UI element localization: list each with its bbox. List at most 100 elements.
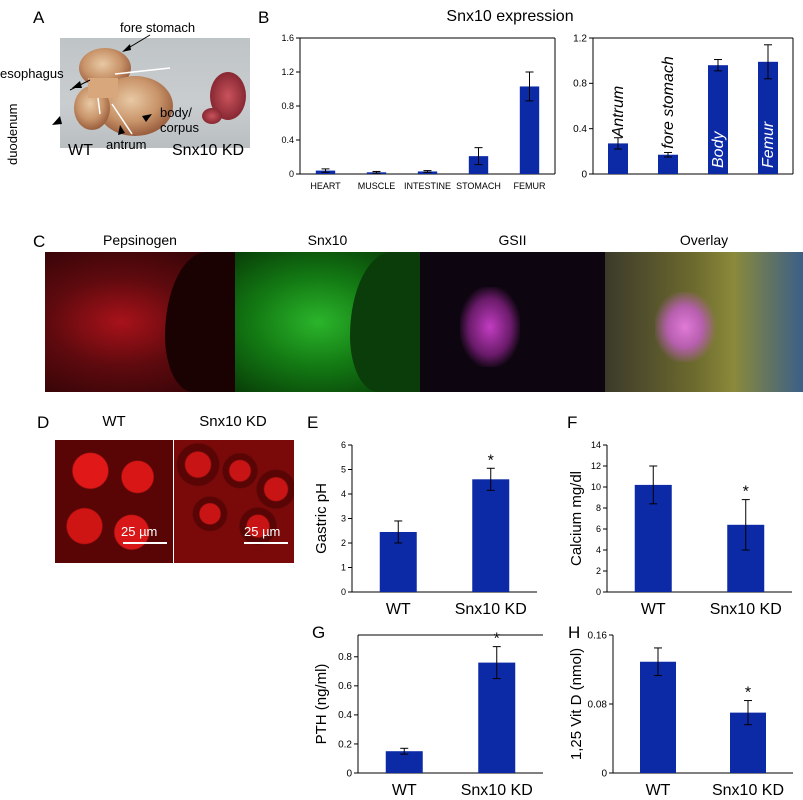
y-tick-label: 0 xyxy=(581,169,587,180)
chart-snx10-regions: 0 0.4 0.8 1.2 Antrum fore stomach Body Femur xyxy=(573,33,794,180)
micrograph-wt-cells: 25 µm xyxy=(55,440,173,563)
micrograph-snx10 xyxy=(235,252,420,392)
y-tick-label: 0.08 xyxy=(588,699,608,710)
significance-marker: * xyxy=(488,452,494,469)
stain-title-gsii: GSII xyxy=(498,232,527,248)
bar xyxy=(658,154,678,174)
category-label: INTESTINE xyxy=(404,181,451,191)
stomach-photo xyxy=(60,38,250,148)
y-tick-label: 0 xyxy=(346,768,352,779)
label-antrum: antrum xyxy=(106,137,147,152)
label-esophagus: esophagus xyxy=(0,66,64,81)
y-tick-label: 0 xyxy=(601,768,607,779)
y-tick-label: 14 xyxy=(591,440,601,450)
panel-letter-e: E xyxy=(307,413,319,432)
y-tick-label: 0 xyxy=(341,587,346,597)
category-label: Snx10 KD xyxy=(455,601,527,618)
micrograph-kd-cells: 25 µm xyxy=(174,440,294,563)
panel-letter-b: B xyxy=(258,8,270,27)
scale-label-wt: 25 µm xyxy=(121,524,158,539)
panel-letter-g: G xyxy=(312,623,326,642)
category-label: Snx10 KD xyxy=(461,782,533,799)
panel-letter-c: C xyxy=(33,232,46,251)
category-label: Femur xyxy=(760,121,777,168)
label-duodenum: duodenum xyxy=(5,103,20,165)
label-wt-photo: WT xyxy=(68,142,93,159)
y-tick-label: 5 xyxy=(341,465,346,475)
category-label: HEART xyxy=(310,181,341,191)
scale-bar-wt xyxy=(123,542,167,544)
scale-bar-kd xyxy=(244,542,288,544)
chart-vitd: 0 0.08 0.16 WT * Snx10 KD 1,25 Vit D (nmol) xyxy=(568,630,793,799)
arrowhead-duodenum xyxy=(52,116,62,125)
y-tick-label: 6 xyxy=(341,440,346,450)
y-tick-label: 10 xyxy=(591,482,601,492)
bar xyxy=(385,751,423,773)
chart-pth: 0 0.2 0.4 0.6 0.8 WT * Snx10 KD PTH (ng/ml) xyxy=(313,631,543,799)
stain-title-snx10: Snx10 xyxy=(307,232,348,248)
arrowhead-antrum xyxy=(118,125,125,135)
micrograph-gsii xyxy=(420,252,605,392)
y-tick-label: 0.8 xyxy=(338,652,352,663)
y-axis-label: Gastric pH xyxy=(313,483,330,554)
stain-title-pepsinogen: Pepsinogen xyxy=(103,232,177,248)
y-tick-label: 0.8 xyxy=(281,101,294,111)
y-tick-label: 6 xyxy=(596,524,601,534)
category-label: Snx10 KD xyxy=(712,782,784,799)
y-tick-label: 1.2 xyxy=(281,67,294,77)
y-tick-label: 0.8 xyxy=(573,79,587,90)
category-label: WT xyxy=(386,601,411,618)
y-tick-label: 3 xyxy=(341,514,346,524)
bar xyxy=(519,86,540,174)
bar xyxy=(758,61,778,174)
y-tick-label: 1.2 xyxy=(573,33,587,44)
panel-b-title: Snx10 expression xyxy=(446,8,574,25)
chart-snx10-tissues: 0 0.4 0.8 1.2 1.6 HEART MUSCLE INTESTINE STOMACH… xyxy=(281,33,556,191)
label-corpus: corpus xyxy=(160,120,200,135)
panel-letter-h: H xyxy=(568,623,581,642)
y-tick-label: 1.6 xyxy=(281,33,294,43)
category-label: WT xyxy=(646,782,671,799)
bar xyxy=(478,662,516,773)
category-label: WT xyxy=(392,782,417,799)
arrowhead-esophagus xyxy=(72,81,82,88)
category-label: FEMUR xyxy=(514,181,546,191)
category-label: MUSCLE xyxy=(358,181,396,191)
label-body: body/ xyxy=(160,105,192,120)
bar xyxy=(472,479,510,592)
y-tick-label: 4 xyxy=(341,489,346,499)
y-tick-label: 2 xyxy=(341,538,346,548)
stain-title-overlay: Overlay xyxy=(679,232,729,248)
category-label: Snx10 KD xyxy=(710,601,782,618)
y-tick-label: 0.4 xyxy=(281,135,294,145)
arrowhead-body xyxy=(142,114,152,122)
stomach-photo-art xyxy=(74,48,246,136)
y-tick-label: 0 xyxy=(596,587,601,597)
category-label: Body xyxy=(710,131,727,168)
panel-a-arrows xyxy=(52,34,152,135)
panel-letter-f: F xyxy=(567,413,578,432)
bar xyxy=(608,143,628,174)
y-axis-label: PTH (ng/ml) xyxy=(313,664,330,745)
y-tick-label: 0.4 xyxy=(573,124,587,135)
category-label: Antrum xyxy=(610,86,627,139)
panel-letter-d: D xyxy=(37,413,50,432)
arrowhead-fore-stomach xyxy=(122,44,131,52)
y-axis-label: Calcium mg/dl xyxy=(568,471,585,566)
category-label: fore stomach xyxy=(660,56,677,149)
micrograph-overlay xyxy=(605,252,803,392)
scale-label-kd: 25 µm xyxy=(244,524,281,539)
significance-marker: * xyxy=(743,484,749,501)
y-tick-label: 12 xyxy=(591,461,601,471)
micrograph-pepsinogen xyxy=(45,252,235,392)
bar xyxy=(640,661,676,773)
label-wt-micro: WT xyxy=(102,413,126,430)
y-tick-label: 0.4 xyxy=(338,710,352,721)
y-tick-label: 0.2 xyxy=(338,739,352,750)
category-label: WT xyxy=(641,601,666,618)
label-fore-stomach: fore stomach xyxy=(120,20,196,35)
y-tick-label: 1 xyxy=(341,563,346,573)
y-tick-label: 0.6 xyxy=(338,681,352,692)
y-axis-label: 1,25 Vit D (nmol) xyxy=(568,648,585,760)
significance-marker: * xyxy=(745,685,751,702)
